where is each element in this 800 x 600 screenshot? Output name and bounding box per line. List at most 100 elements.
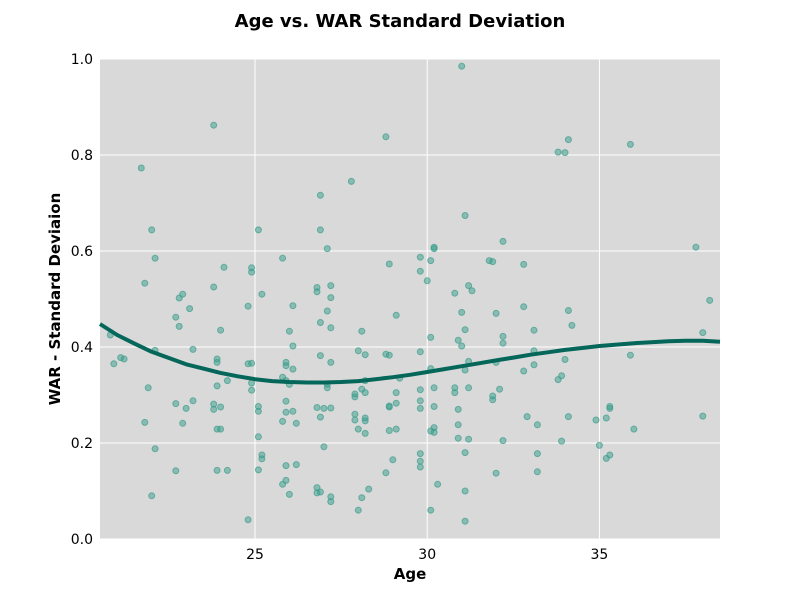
data-point: [626, 351, 634, 359]
data-point: [282, 397, 290, 405]
data-point: [492, 469, 500, 477]
data-point: [461, 517, 469, 525]
data-point: [416, 397, 424, 405]
y-axis-ticks: 0.0 0.2 0.4 0.6 0.8 1.0: [71, 52, 93, 548]
data-point: [458, 308, 466, 316]
x-tick-label: 25: [246, 547, 264, 563]
data-point: [533, 421, 541, 429]
data-point: [351, 410, 359, 418]
data-point: [316, 488, 324, 496]
data-point: [630, 425, 638, 433]
data-point: [289, 365, 297, 373]
data-point: [606, 451, 614, 459]
data-point: [499, 339, 507, 347]
data-point: [223, 377, 231, 385]
data-point: [254, 466, 262, 474]
data-point: [148, 226, 156, 234]
data-point: [354, 425, 362, 433]
data-point: [461, 487, 469, 495]
data-point: [347, 177, 355, 185]
data-point: [361, 429, 369, 437]
data-point: [416, 450, 424, 458]
data-point: [427, 333, 435, 341]
data-point: [416, 457, 424, 465]
grid: [100, 58, 720, 540]
data-point: [523, 413, 531, 421]
data-point: [217, 403, 225, 411]
data-point: [213, 358, 221, 366]
data-point: [141, 418, 149, 426]
data-point: [323, 307, 331, 315]
data-point: [285, 327, 293, 335]
data-point: [223, 466, 231, 474]
data-point: [606, 404, 614, 412]
data-point: [358, 327, 366, 335]
data-point: [189, 345, 197, 353]
data-point: [316, 191, 324, 199]
data-point: [554, 148, 562, 156]
data-point: [323, 245, 331, 253]
data-point: [354, 506, 362, 514]
data-point: [248, 386, 256, 394]
data-point: [416, 463, 424, 471]
data-point: [568, 321, 576, 329]
data-point: [141, 279, 149, 287]
data-point: [626, 140, 634, 148]
data-point: [392, 399, 400, 407]
data-point: [533, 450, 541, 458]
data-point: [558, 372, 566, 380]
data-point: [313, 404, 321, 411]
data-point: [292, 419, 300, 427]
data-point: [382, 469, 390, 477]
data-point: [430, 428, 438, 436]
data-point: [520, 367, 528, 375]
data-point: [279, 254, 287, 262]
plot-area: [100, 59, 720, 539]
data-point: [461, 212, 469, 219]
data-point: [292, 461, 300, 469]
data-point: [351, 393, 359, 401]
data-point: [210, 405, 218, 413]
data-point: [564, 136, 572, 144]
x-axis-ticks: 25 30 35: [246, 547, 608, 563]
y-tick-label: 0.8: [71, 148, 93, 164]
data-point: [289, 342, 297, 350]
data-point: [179, 290, 187, 298]
data-point: [592, 416, 600, 424]
data-point: [430, 384, 438, 392]
trend-line: [98, 322, 721, 385]
data-point: [244, 302, 252, 310]
data-point: [468, 287, 476, 295]
data-point: [327, 498, 335, 506]
data-point: [461, 449, 469, 457]
data-point: [385, 403, 393, 411]
data-point: [172, 313, 180, 321]
data-point: [692, 243, 700, 251]
data-point: [179, 419, 187, 427]
data-point: [385, 427, 393, 434]
x-tick-label: 35: [591, 547, 609, 563]
x-tick-label: 30: [418, 547, 436, 563]
data-point: [392, 425, 400, 433]
data-point: [151, 254, 159, 262]
data-point: [416, 404, 424, 412]
data-point: [499, 332, 507, 340]
data-point: [320, 404, 328, 412]
data-point: [361, 351, 369, 359]
data-point: [285, 490, 293, 498]
data-point: [392, 311, 400, 319]
data-point: [289, 302, 297, 310]
data-point: [282, 462, 290, 470]
chart-title: Age vs. WAR Standard Deviation: [235, 11, 566, 32]
data-point: [175, 322, 183, 330]
data-point: [427, 257, 435, 265]
data-point: [385, 260, 393, 268]
data-point: [602, 414, 610, 422]
data-point: [316, 226, 324, 234]
data-point: [182, 404, 190, 412]
data-point: [361, 417, 369, 425]
data-point: [148, 492, 156, 500]
data-point: [327, 294, 335, 302]
data-point: [492, 309, 500, 317]
